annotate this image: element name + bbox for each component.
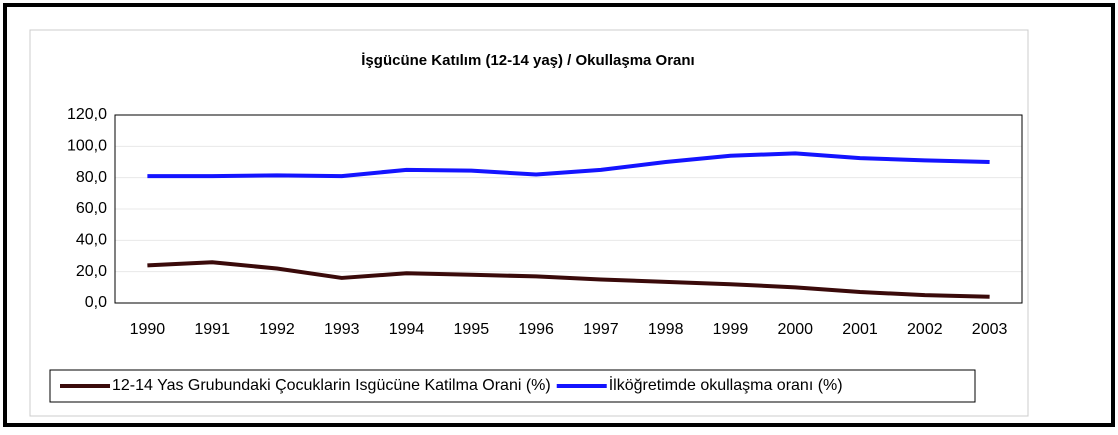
y-tick-label: 40,0	[76, 232, 107, 249]
y-tick-label: 120,0	[67, 106, 107, 123]
x-tick-label: 1991	[194, 321, 230, 338]
plot-area	[114, 114, 1023, 304]
x-tick-label: 2001	[842, 321, 878, 338]
x-tick-label: 2000	[777, 321, 813, 338]
y-tick-label: 0,0	[85, 294, 107, 311]
legend	[49, 369, 976, 403]
x-tick-label: 1996	[518, 321, 554, 338]
x-tick-label: 1997	[583, 321, 619, 338]
x-tick-label: 1995	[454, 321, 490, 338]
x-tick-label: 1999	[713, 321, 749, 338]
y-tick-label: 20,0	[76, 263, 107, 280]
series-line	[147, 151, 990, 179]
x-tick-label: 1992	[259, 321, 295, 338]
y-tick-label: 60,0	[76, 200, 107, 217]
chart-area	[29, 29, 1029, 417]
y-tick-label: 80,0	[76, 169, 107, 186]
x-tick-label: 2002	[907, 321, 943, 338]
x-tick-label: 2003	[972, 321, 1008, 338]
legend-label: İlköğretimde okullaşma oranı (%)	[609, 375, 843, 394]
legend-label: 12-14 Yas Grubundaki Çocuklarin Isgücüne…	[112, 377, 551, 394]
x-tick-label: 1998	[648, 321, 684, 338]
x-tick-label: 1993	[324, 321, 360, 338]
y-tick-label: 100,0	[67, 138, 107, 155]
x-tick-label: 1994	[389, 321, 425, 338]
x-tick-label: 1990	[130, 321, 166, 338]
series-line	[147, 260, 990, 299]
chart-title: İşgücüne Katılım (12-14 yaş) / Okullaşma…	[361, 52, 694, 69]
